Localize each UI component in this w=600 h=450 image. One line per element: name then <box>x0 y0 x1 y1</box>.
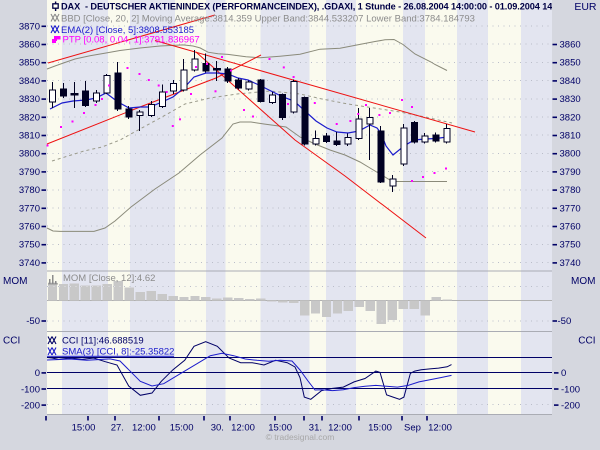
svg-text:EUR: EUR <box>574 1 597 13</box>
svg-text:15:00: 15:00 <box>368 422 392 433</box>
svg-text:30.: 30. <box>211 422 224 433</box>
svg-text:31.: 31. <box>309 422 322 433</box>
svg-text:3840: 3840 <box>19 76 40 87</box>
svg-text:3780: 3780 <box>560 185 581 196</box>
svg-text:3800: 3800 <box>560 149 581 160</box>
svg-text:12:00: 12:00 <box>428 422 452 433</box>
svg-text:0: 0 <box>561 368 566 379</box>
svg-text:12:00: 12:00 <box>132 422 156 433</box>
svg-text:3760: 3760 <box>19 222 40 233</box>
svg-text:Sep: Sep <box>404 422 421 433</box>
svg-text:3820: 3820 <box>19 112 40 123</box>
svg-text:-50: -50 <box>558 316 572 327</box>
svg-text:27.: 27. <box>111 422 124 433</box>
svg-text:MOM [Close, 12]:4.62: MOM [Close, 12]:4.62 <box>63 273 155 284</box>
svg-text:3760: 3760 <box>560 222 581 233</box>
svg-text:3740: 3740 <box>560 258 581 269</box>
svg-text:3810: 3810 <box>19 131 40 142</box>
svg-text:0: 0 <box>35 368 40 379</box>
svg-text:-100: -100 <box>561 384 580 395</box>
svg-text:3800: 3800 <box>19 149 40 160</box>
svg-text:12:00: 12:00 <box>231 422 255 433</box>
svg-text:3790: 3790 <box>560 167 581 178</box>
svg-text:3790: 3790 <box>19 167 40 178</box>
svg-text:-200: -200 <box>561 400 580 411</box>
svg-text:EMA(2) [Close, 5]:3808.553185: EMA(2) [Close, 5]:3808.553185 <box>61 25 194 36</box>
svg-text:-50: -50 <box>26 316 40 327</box>
svg-text:© tradesignal.com: © tradesignal.com <box>266 432 335 442</box>
svg-text:12:00: 12:00 <box>328 422 352 433</box>
svg-text:3740: 3740 <box>19 258 40 269</box>
svg-text:-200: -200 <box>21 400 40 411</box>
svg-text:3850: 3850 <box>560 58 581 69</box>
svg-text:BBD [Close, 20, 2] Moving Aver: BBD [Close, 20, 2] Moving Average:3814.3… <box>61 14 475 25</box>
svg-text:3770: 3770 <box>560 203 581 214</box>
svg-text:CCI [11]:46.688519: CCI [11]:46.688519 <box>62 335 144 346</box>
svg-text:3860: 3860 <box>19 40 40 51</box>
svg-text:3820: 3820 <box>560 112 581 123</box>
svg-text:3780: 3780 <box>19 185 40 196</box>
svg-text:3860: 3860 <box>560 40 581 51</box>
svg-text:SMA(3) [CCI, 8]:-25.35822: SMA(3) [CCI, 8]:-25.35822 <box>62 347 174 358</box>
svg-text:CCI: CCI <box>3 335 20 346</box>
svg-text:3870: 3870 <box>19 21 40 32</box>
svg-text:PTP [0.08, 0.04, 1]:3791.83696: PTP [0.08, 0.04, 1]:3791.836967 <box>63 35 200 46</box>
svg-text:-100: -100 <box>21 384 40 395</box>
svg-text:3770: 3770 <box>19 203 40 214</box>
svg-text:MOM: MOM <box>3 276 27 287</box>
svg-text:3830: 3830 <box>19 94 40 105</box>
svg-text:15:00: 15:00 <box>170 422 194 433</box>
svg-text:15:00: 15:00 <box>72 422 96 433</box>
svg-text:3850: 3850 <box>19 58 40 69</box>
svg-text:3830: 3830 <box>560 94 581 105</box>
svg-text:MOM: MOM <box>571 276 595 287</box>
svg-text:CCI: CCI <box>578 335 595 346</box>
svg-text:3750: 3750 <box>19 240 40 251</box>
svg-text:3750: 3750 <box>560 240 581 251</box>
svg-text:15:00: 15:00 <box>268 422 292 433</box>
svg-text:3840: 3840 <box>560 76 581 87</box>
svg-text:3810: 3810 <box>560 131 581 142</box>
svg-text:DAX - DEUTSCHER AKTIENINDEX (: DAX - DEUTSCHER AKTIENINDEX (PERFORMANCE… <box>61 2 578 12</box>
